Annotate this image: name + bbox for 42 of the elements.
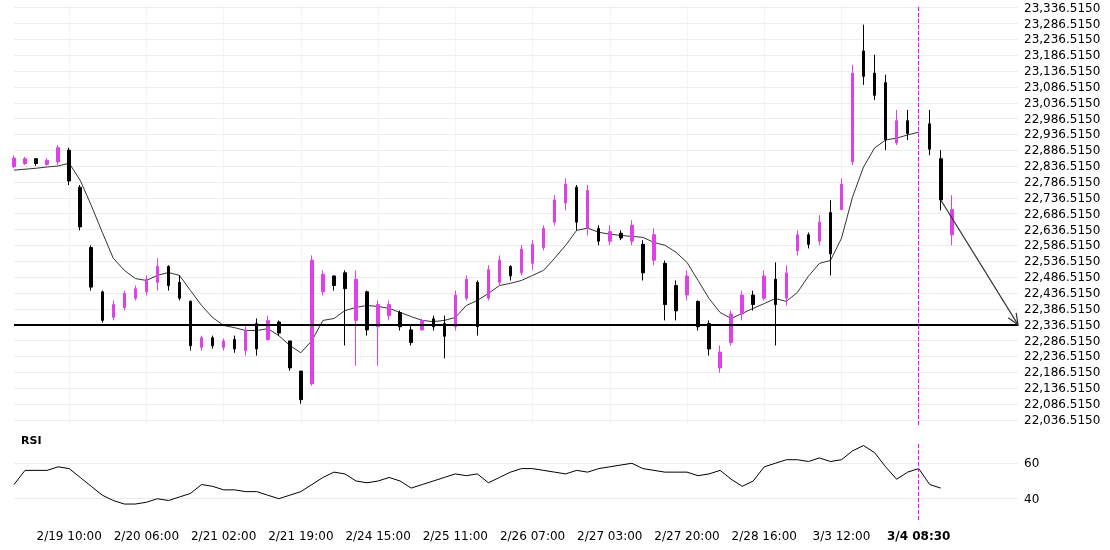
y-tick-label: 23,236.5150 <box>1024 32 1101 47</box>
y-tick-label: 22,086.5150 <box>1024 396 1101 411</box>
x-tick-label: 2/19 10:00 <box>36 529 102 543</box>
x-tick-label: 3/3 12:00 <box>812 529 871 543</box>
x-tick-label: 2/20 06:00 <box>113 529 180 543</box>
y-tick-label: 22,136.5150 <box>1024 381 1101 396</box>
y-tick-label: 22,986.5150 <box>1024 111 1101 126</box>
y-tick-label: 23,286.5150 <box>1024 16 1101 31</box>
y-tick-label: 23,186.5150 <box>1024 48 1101 63</box>
x-tick-label: 2/27 20:00 <box>654 529 720 543</box>
y-tick-label: 22,186.5150 <box>1024 365 1101 380</box>
y-tick-label: 22,686.5150 <box>1024 206 1101 221</box>
y-tick-label: 60 <box>1024 456 1040 471</box>
x-tick-label: 2/25 11:00 <box>422 529 488 543</box>
x-tick-label: 2/21 19:00 <box>268 529 334 543</box>
y-tick-label: 22,036.5150 <box>1024 412 1101 427</box>
y-tick-label: 23,336.5150 <box>1024 0 1101 15</box>
y-tick-label: 40 <box>1024 491 1040 506</box>
y-tick-label: 23,086.5150 <box>1024 79 1101 94</box>
y-tick-label: 22,836.5150 <box>1024 159 1101 174</box>
y-tick-label: 22,436.5150 <box>1024 285 1101 300</box>
y-tick-label: 23,136.5150 <box>1024 64 1101 79</box>
x-tick-label: 2/27 03:00 <box>577 529 643 543</box>
y-tick-label: 22,286.5150 <box>1024 333 1101 348</box>
y-tick-label: 22,736.5150 <box>1024 190 1101 205</box>
x-tick-label: 2/28 16:00 <box>731 529 797 543</box>
x-tick-label: 2/26 07:00 <box>499 529 566 543</box>
x-tick-label: 2/21 02:00 <box>190 529 257 543</box>
y-tick-label: 22,486.5150 <box>1024 270 1101 285</box>
y-tick-label: 22,386.5150 <box>1024 301 1101 316</box>
y-tick-label: 23,036.5150 <box>1024 95 1101 110</box>
x-tick-label: 2/24 15:00 <box>345 529 411 543</box>
y-tick-label: 22,586.5150 <box>1024 238 1101 253</box>
y-tick-label: 22,536.5150 <box>1024 254 1101 269</box>
x-tick-label: 3/4 08:30 <box>886 529 951 543</box>
y-tick-label: 22,936.5150 <box>1024 127 1101 142</box>
y-tick-label: 22,336.5150 <box>1024 317 1101 332</box>
chart-title: RSI <box>21 434 42 447</box>
y-tick-label: 22,886.5150 <box>1024 143 1101 158</box>
y-tick-label: 22,636.5150 <box>1024 222 1101 237</box>
y-tick-label: 22,236.5150 <box>1024 349 1101 364</box>
y-tick-label: 22,786.5150 <box>1024 175 1101 190</box>
